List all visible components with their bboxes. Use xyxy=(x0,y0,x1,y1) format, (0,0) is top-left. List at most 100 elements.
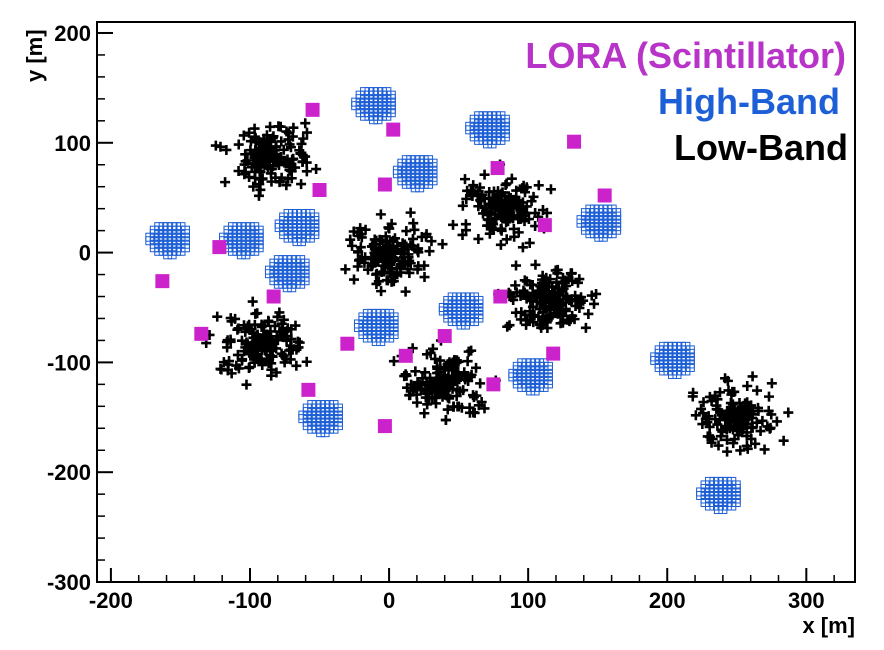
x-tick-label: -100 xyxy=(228,588,272,613)
low-band-antenna xyxy=(296,138,307,149)
x-tick-label: 300 xyxy=(788,588,825,613)
low-band-antenna xyxy=(301,157,312,168)
low-band-antenna xyxy=(476,396,487,407)
low-band-antenna xyxy=(436,385,447,396)
low-band-antenna xyxy=(778,435,789,446)
low-band-antenna xyxy=(539,300,550,311)
low-band-antenna xyxy=(755,426,766,437)
low-band-antenna xyxy=(783,407,794,418)
low-band-antenna xyxy=(509,231,520,242)
low-band-antenna xyxy=(449,355,460,366)
low-band-antenna xyxy=(528,317,539,328)
low-band-antenna xyxy=(381,275,392,286)
low-band-antenna xyxy=(355,242,366,253)
low-band-antenna xyxy=(545,184,556,195)
low-band-antenna xyxy=(258,133,269,144)
low-band-antenna xyxy=(244,127,255,138)
low-band-antenna xyxy=(729,403,740,414)
low-band-antenna xyxy=(497,201,508,212)
low-band-antenna xyxy=(353,227,364,238)
lora-detector xyxy=(386,122,401,137)
low-band-antenna xyxy=(301,127,312,138)
high-band-tile xyxy=(731,480,741,490)
low-band-antenna xyxy=(276,318,287,329)
low-band-antenna xyxy=(533,180,544,191)
low-band-antenna xyxy=(366,253,377,264)
low-band-antenna xyxy=(521,319,532,330)
low-band-antenna xyxy=(248,158,259,169)
low-band-antenna xyxy=(288,122,299,133)
low-band-antenna xyxy=(510,199,521,210)
low-band-antenna xyxy=(264,350,275,361)
high-band-tile xyxy=(428,158,438,168)
low-band-antenna xyxy=(375,209,386,220)
lora-detector xyxy=(305,102,320,117)
low-band-antenna xyxy=(233,166,244,177)
low-band-antenna xyxy=(248,181,259,192)
lora-detector xyxy=(537,218,552,233)
low-band-antenna xyxy=(710,414,721,425)
low-band-antenna xyxy=(438,370,449,381)
legend-high-band: High-Band xyxy=(658,81,840,122)
low-band-antenna xyxy=(239,159,250,170)
low-band-antenna xyxy=(412,397,423,408)
low-band-antenna xyxy=(551,301,562,312)
low-band-antenna xyxy=(345,234,356,245)
low-band-antenna xyxy=(266,164,277,175)
low-band-antenna xyxy=(407,240,418,251)
low-band-antenna xyxy=(247,351,258,362)
low-band-antenna xyxy=(447,383,458,394)
low-band-antenna xyxy=(502,212,513,223)
low-band-antenna xyxy=(515,314,526,325)
low-band-antenna xyxy=(384,247,395,258)
low-band-antenna xyxy=(716,410,727,421)
low-band-antenna xyxy=(408,218,419,229)
low-band-antenna xyxy=(278,144,289,155)
low-band-antenna xyxy=(722,446,733,457)
x-tick-label: -200 xyxy=(89,588,133,613)
lora-detector xyxy=(266,289,281,304)
low-band-antenna xyxy=(380,231,391,242)
low-band-antenna xyxy=(311,164,322,175)
low-band-antenna xyxy=(233,139,244,150)
low-band-antenna xyxy=(570,290,581,301)
low-band-antenna xyxy=(281,326,292,337)
low-band-antenna xyxy=(475,182,486,193)
low-band-antenna xyxy=(747,371,758,382)
lora-detector xyxy=(340,336,355,351)
high-band-tile xyxy=(333,403,343,413)
low-band-antenna xyxy=(430,398,441,409)
low-band-antenna xyxy=(424,246,435,257)
lora-detector xyxy=(155,274,170,289)
low-band-antenna xyxy=(371,269,382,280)
low-band-antenna xyxy=(249,357,260,368)
low-band-antenna xyxy=(574,274,585,285)
low-band-antenna xyxy=(417,373,428,384)
low-band-antenna xyxy=(440,414,451,425)
high-band-tile xyxy=(254,225,264,235)
high-band-tile xyxy=(685,345,695,355)
low-band-antenna xyxy=(506,173,517,184)
low-band-antenna xyxy=(500,179,511,190)
low-band-antenna xyxy=(301,356,312,367)
low-band-antenna xyxy=(530,259,541,270)
low-band-antenna xyxy=(242,339,253,350)
low-band-antenna xyxy=(435,362,446,373)
low-band-antenna xyxy=(427,343,438,354)
low-band-antenna xyxy=(232,324,243,335)
low-band-antenna xyxy=(591,288,602,299)
lora-detector xyxy=(490,161,505,176)
low-band-antenna xyxy=(510,307,521,318)
y-tick-label: 0 xyxy=(79,241,91,266)
low-band-antenna xyxy=(750,438,761,449)
low-band-antenna xyxy=(528,191,539,202)
low-band-antenna xyxy=(265,121,276,132)
low-band-antenna xyxy=(473,201,484,212)
low-band-antenna xyxy=(448,401,459,412)
low-band-antenna xyxy=(697,419,708,430)
low-band-antenna xyxy=(430,353,441,364)
low-band-antenna xyxy=(537,205,548,215)
low-band-antenna xyxy=(711,404,722,415)
low-band-antenna xyxy=(247,296,258,307)
low-band-antenna xyxy=(482,214,493,225)
